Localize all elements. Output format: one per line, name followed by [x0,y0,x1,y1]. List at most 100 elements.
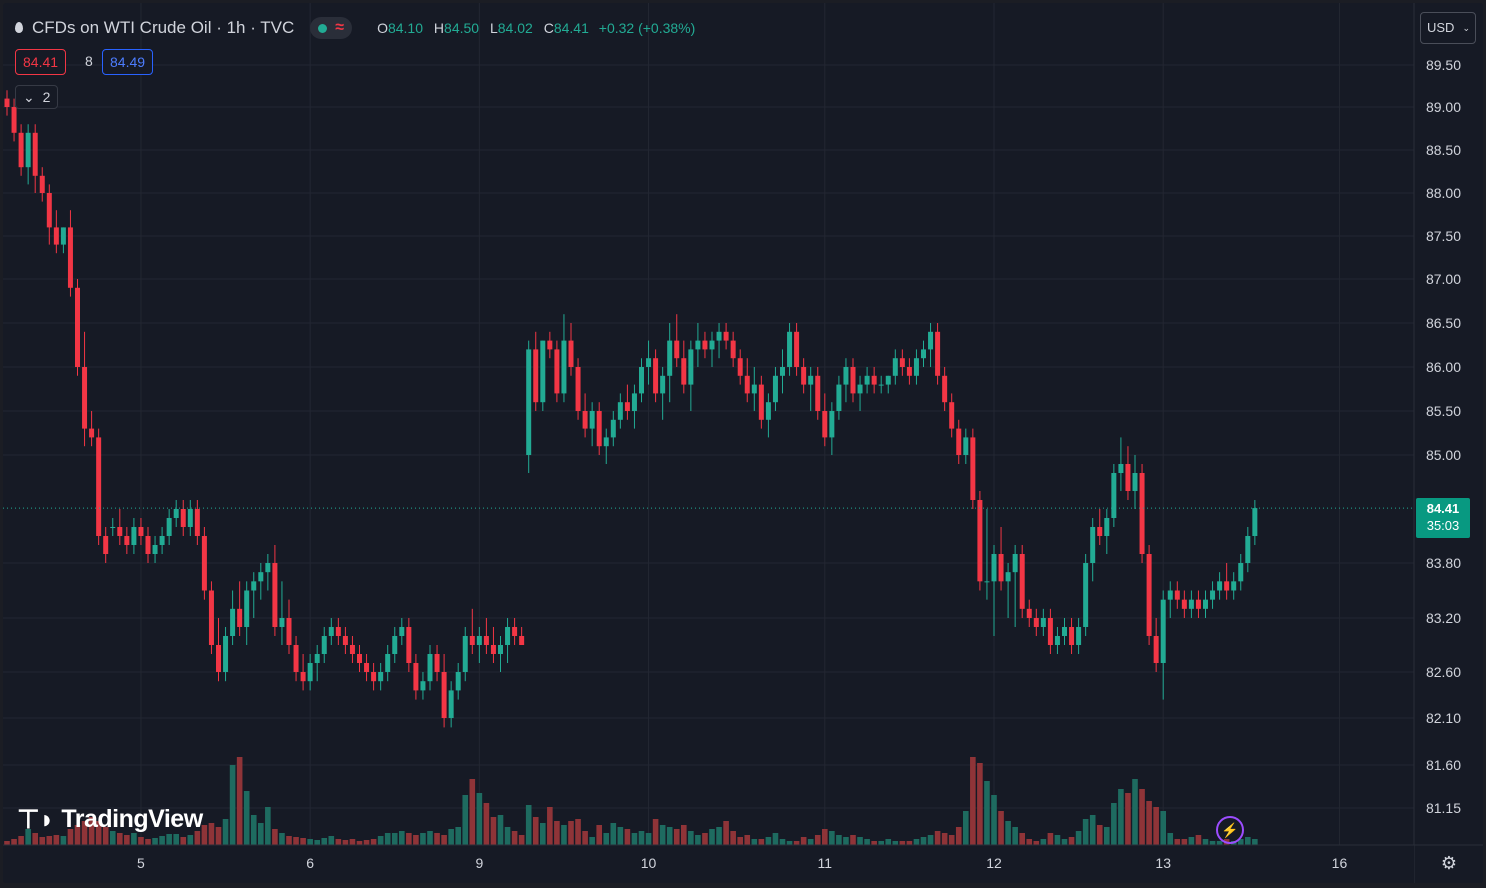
candle-body [963,437,969,455]
candle-body [131,527,137,545]
candle [512,618,518,645]
volume-bar [102,827,109,845]
sell-button[interactable]: 84.41 [15,49,67,75]
candle [505,618,511,663]
candle-body [744,375,750,394]
candle [180,500,186,536]
candle-body [836,384,842,411]
candle [702,331,708,359]
tradingview-logo[interactable]: ⊤◗ TradingView [17,804,203,835]
candle-body [237,608,243,627]
candle [4,90,10,116]
candle-body [18,132,24,168]
candle-body [695,340,701,350]
candle-body [970,437,976,500]
candle-body [660,375,666,394]
candle-body [152,545,158,554]
candle [1217,572,1223,600]
candle [1033,608,1039,636]
volume-bar [864,839,870,845]
candle [131,518,137,554]
buy-button[interactable]: 84.49 [102,49,154,75]
ohlc-values: O84.10 H84.50 L84.02 C84.41 +0.32 (+0.38… [377,20,696,36]
currency-select[interactable]: USD ⌄ [1420,12,1476,44]
candle [871,367,877,394]
candle [639,358,644,403]
indicators-toggle[interactable]: ⌄ 2 [15,85,59,109]
candle [1054,627,1060,654]
low-value: 84.02 [497,20,533,36]
candle-body [96,437,102,536]
volume-bar [53,835,60,845]
volume-bar [525,805,532,845]
time-tick-label: 10 [641,855,657,871]
market-status-pill[interactable]: ≈ [310,17,353,39]
candle-body [1054,636,1060,645]
candle-body [173,509,179,518]
candle [998,527,1004,591]
volume-bar [1139,789,1145,845]
volume-bar [67,829,74,845]
volume-bar [673,829,680,845]
candle-body [871,375,877,385]
volume-bar [603,833,610,845]
candle-body [639,367,644,394]
volume-bar [32,833,38,845]
volume-bar [1104,827,1110,845]
candle-body [448,690,454,718]
candle [1118,437,1124,491]
candle [1026,599,1032,627]
candle [815,367,821,420]
time-tick-label: 9 [475,855,483,871]
volume-bar [1252,839,1258,845]
candle [1167,581,1173,618]
candle-body [392,636,398,654]
candle-body [554,349,560,394]
lightning-icon[interactable]: ⚡ [1216,816,1244,844]
candle-body [716,331,722,341]
candle [899,349,905,376]
candle-body [469,636,475,645]
candle-body [145,536,151,554]
time-axis[interactable]: 5 6 9 10 11 12 13 16 [3,844,1483,883]
candle [1062,618,1067,645]
volume-bar [1245,837,1251,845]
candle-body [427,654,433,682]
candle-body [89,428,95,438]
candle-body [82,367,88,429]
volume-bar [730,831,736,845]
candle [441,654,447,728]
price-axis[interactable]: 89.50 89.00 88.50 88.00 87.50 87.00 86.50 86.00… [1413,3,1483,883]
high-value: 84.50 [444,20,480,36]
candle [138,518,144,545]
volume-bar [1005,821,1011,845]
volume-bar [1089,815,1096,845]
symbol-title[interactable]: CFDs on WTI Crude Oil · 1h · TVC [32,18,295,37]
candle-body [53,227,59,245]
price-tick-label: 83.20 [1426,610,1461,626]
candle [878,375,884,394]
candle-body [67,227,73,288]
candle [293,636,299,682]
candle-body [32,132,38,176]
volume-bar [582,831,588,845]
candle-body [561,340,567,394]
price-tick-label: 85.00 [1426,447,1461,463]
candle-body [166,518,172,536]
volume-bar [476,793,483,845]
candle [67,210,73,297]
chevron-down-icon: ⌄ [1462,23,1470,33]
candle [1111,464,1117,527]
price-tick-label: 88.50 [1426,142,1461,158]
gear-icon[interactable]: ⚙ [1440,853,1458,873]
candle [60,227,66,254]
volume-bar [758,839,765,845]
candle-body [674,340,680,359]
candle [89,411,95,447]
volume-bar [455,827,461,845]
price-chart[interactable]: 89.50 89.00 88.50 88.00 87.50 87.00 86.50 86.00… [3,3,1483,883]
volume-bar [511,831,518,845]
volume-bar [786,841,793,845]
candle [857,375,863,411]
volume-bar [363,840,370,845]
